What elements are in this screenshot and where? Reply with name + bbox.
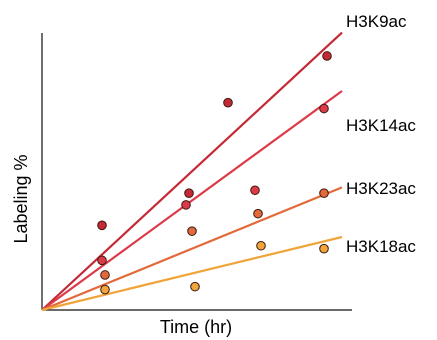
series-label-h3k14ac: H3K14ac [346,116,416,135]
data-point-h3k23ac-1 [100,270,110,280]
series-label-h3k9ac: H3K9ac [346,12,407,31]
data-point-h3k23ac-4 [319,188,329,198]
trend-line-h3k14ac [41,90,343,311]
data-point-h3k14ac-4 [319,103,329,114]
data-point-h3k9ac-1 [97,220,107,231]
data-point-h3k23ac-2 [187,226,197,236]
data-point-h3k23ac-3 [253,208,263,219]
trend-line-h3k18ac [41,235,343,312]
data-point-h3k9ac-4 [322,51,332,61]
x-axis-label: Time (hr) [160,317,232,337]
data-point-h3k14ac-1 [97,255,107,266]
series-label-h3k23ac: H3K23ac [346,179,416,198]
data-point-h3k14ac-3 [250,185,260,196]
trend-line-h3k9ac [41,31,343,311]
data-point-h3k9ac-2 [184,188,194,198]
data-point-h3k9ac-3 [223,97,233,108]
series-label-h3k18ac: H3K18ac [346,237,416,256]
data-point-h3k18ac-1 [100,284,110,295]
data-point-h3k18ac-3 [256,240,266,251]
chart-marks: H3K9ac H3K14ac H3K23ac H3K18ac [41,12,416,312]
data-point-h3k14ac-2 [181,200,191,210]
data-point-h3k18ac-2 [190,281,200,292]
y-axis-label: Labeling % [11,154,31,243]
trend-line-h3k23ac [41,186,343,312]
data-point-h3k18ac-4 [319,243,329,254]
